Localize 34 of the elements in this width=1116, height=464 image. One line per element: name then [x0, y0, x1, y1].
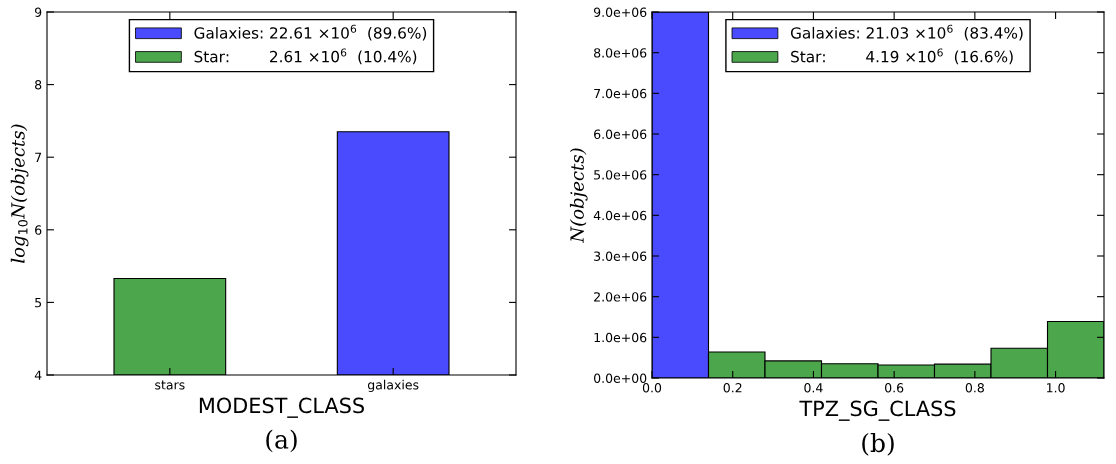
legend-label: Star: 2.61 ×10$^{6}$ (10.4%) [194, 48, 417, 65]
y-tick-label: 6 [35, 225, 42, 235]
y-tick-label: 2.0e+06 [594, 292, 647, 302]
x-axis-title: MODEST_CLASS [199, 397, 364, 418]
x-tick-label: galaxies [367, 379, 419, 392]
y-tick-label: 8 [35, 80, 42, 90]
text: (a) [266, 429, 297, 453]
x-tick-label: 0.0 [642, 383, 662, 393]
x-tick-label: 0.6 [885, 383, 904, 393]
y-tick-label: 9 [34, 7, 42, 17]
legend-label: Galaxies: 22.61 ×10$^{6}$ (89.6%) [194, 24, 427, 41]
y-tick-label: 1.0e+06 [594, 332, 647, 343]
x-axis-title: TPZ_SG_CLASS [799, 400, 956, 421]
x-tick-label: stars [155, 380, 185, 390]
x-tick-label: 0.2 [723, 383, 742, 393]
x-tick-label: 0.8 [965, 383, 984, 393]
legend-label: Star: 4.19 ×10$^{6}$ (16.6%) [791, 48, 1013, 65]
legend-label: Galaxies: 21.03 ×10$^{6}$ (83.4%) [790, 24, 1023, 41]
x-tick-label: 0.4 [804, 383, 823, 393]
y-tick-label: 4 [34, 370, 42, 380]
text: (b) [862, 432, 894, 456]
x-tick-label: 1.0 [1047, 383, 1065, 393]
y-tick-label: 0.0e+00 [594, 373, 647, 383]
y-tick-label: 6.0e+06 [594, 129, 647, 139]
y-tick-label: 3.0e+06 [594, 251, 647, 261]
y-tick-label: 7.0e+06 [594, 88, 647, 99]
y-axis-title: log$_{10}$N(objects) [10, 124, 29, 263]
y-tick-label: 5 [35, 298, 42, 308]
y-tick-label: 9.0e+06 [593, 7, 647, 17]
y-tick-label: 5.0e+06 [594, 170, 647, 180]
y-tick-label: 7 [35, 152, 42, 162]
y-axis-title: N(objects) [569, 148, 588, 243]
y-tick-label: 8.0e+06 [594, 48, 647, 58]
y-tick-label: 4.0e+06 [593, 210, 647, 221]
